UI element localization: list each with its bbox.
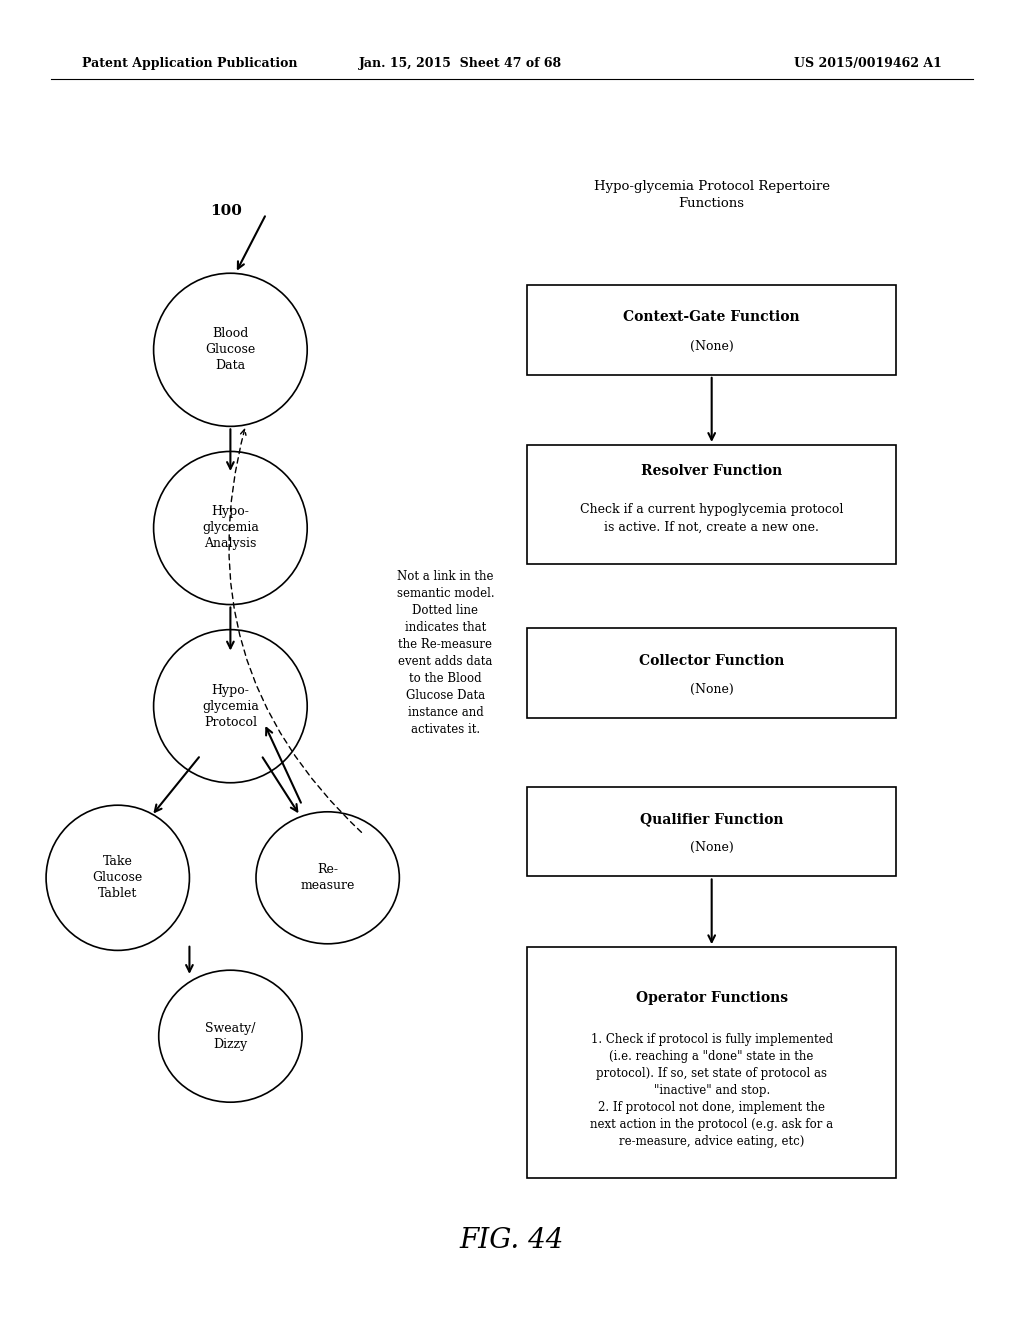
Text: Not a link in the
semantic model.
Dotted line
indicates that
the Re-measure
even: Not a link in the semantic model. Dotted… [396,570,495,737]
FancyArrowPatch shape [229,429,361,833]
Text: 100: 100 [210,205,242,218]
Text: Blood
Glucose
Data: Blood Glucose Data [205,327,256,372]
Text: US 2015/0019462 A1: US 2015/0019462 A1 [795,57,942,70]
Text: Hypo-
glycemia
Analysis: Hypo- glycemia Analysis [202,506,259,550]
Text: Collector Function: Collector Function [639,653,784,668]
FancyBboxPatch shape [527,285,896,375]
FancyBboxPatch shape [527,628,896,718]
Text: Hypo-glycemia Protocol Repertoire
Functions: Hypo-glycemia Protocol Repertoire Functi… [594,181,829,210]
Text: Jan. 15, 2015  Sheet 47 of 68: Jan. 15, 2015 Sheet 47 of 68 [359,57,562,70]
Text: Resolver Function: Resolver Function [641,463,782,478]
Text: 1. Check if protocol is fully implemented
(i.e. reaching a "done" state in the
p: 1. Check if protocol is fully implemente… [590,1032,834,1148]
Text: Take
Glucose
Tablet: Take Glucose Tablet [92,855,143,900]
Text: Context-Gate Function: Context-Gate Function [624,310,800,325]
Text: Re-
measure: Re- measure [300,863,355,892]
Text: (None): (None) [690,339,733,352]
FancyBboxPatch shape [527,445,896,564]
Text: Qualifier Function: Qualifier Function [640,812,783,826]
Text: Operator Functions: Operator Functions [636,991,787,1005]
Text: FIG. 44: FIG. 44 [460,1228,564,1254]
Text: (None): (None) [690,682,733,696]
Text: Patent Application Publication: Patent Application Publication [82,57,297,70]
Text: Hypo-
glycemia
Protocol: Hypo- glycemia Protocol [202,684,259,729]
Text: Check if a current hypoglycemia protocol
is active. If not, create a new one.: Check if a current hypoglycemia protocol… [580,503,844,533]
Text: (None): (None) [690,841,733,854]
FancyBboxPatch shape [527,948,896,1177]
FancyBboxPatch shape [527,787,896,876]
Text: Sweaty/
Dizzy: Sweaty/ Dizzy [205,1022,256,1051]
